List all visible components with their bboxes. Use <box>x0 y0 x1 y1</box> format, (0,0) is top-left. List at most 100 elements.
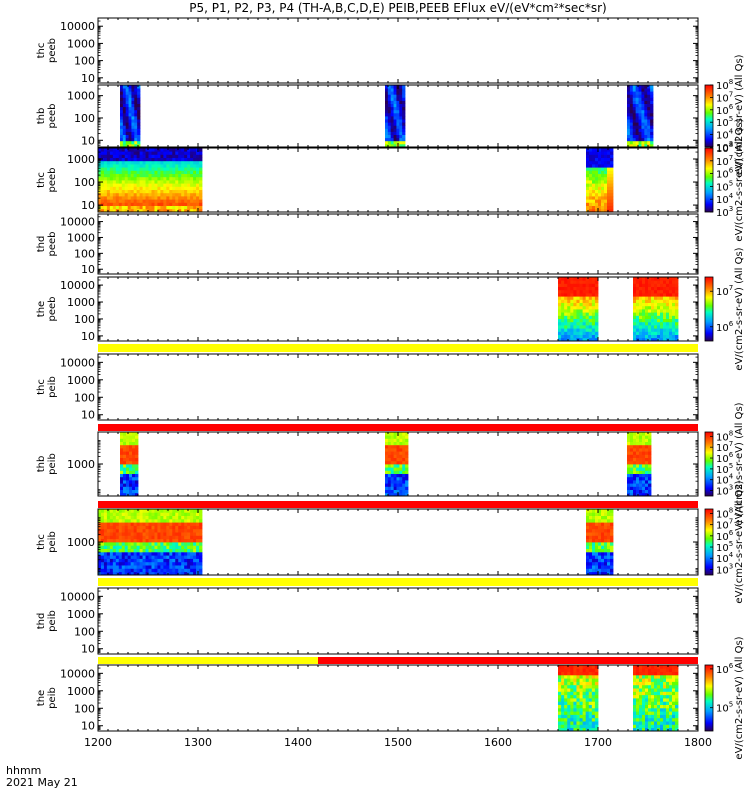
spectrogram-cell <box>627 476 631 481</box>
spectrogram-cell <box>645 438 649 442</box>
spectrogram-cell <box>199 518 203 523</box>
spectrogram-cell <box>647 143 651 148</box>
spectrogram-cell <box>131 140 135 145</box>
spectrogram-cell <box>669 309 673 313</box>
spectrogram-cell <box>132 454 136 458</box>
spectrogram-cell <box>120 91 124 95</box>
spectrogram-cell <box>112 535 117 540</box>
panel-label: peeb <box>47 104 58 129</box>
spectrogram-cell <box>645 492 649 497</box>
spectrogram-cell <box>573 315 577 319</box>
spectrogram-cell <box>669 289 673 294</box>
spectrogram-cell <box>193 551 197 556</box>
spectrogram-cell <box>190 535 194 540</box>
spectrogram-cell <box>585 305 590 310</box>
spectrogram-cell <box>124 157 129 162</box>
spectrogram-cell <box>390 103 394 108</box>
spectrogram-cell <box>142 518 146 523</box>
spectrogram-cell <box>120 140 124 145</box>
spectrogram-cell <box>604 565 608 569</box>
spectrogram-cell <box>650 119 654 123</box>
spectrogram-cell <box>642 309 646 313</box>
spectrogram-cell <box>399 464 403 468</box>
spectrogram-cell <box>199 205 203 210</box>
spectrogram-cell <box>124 528 129 533</box>
spectrogram-cell <box>139 170 143 174</box>
spectrogram-cell <box>396 438 400 442</box>
data-block <box>120 85 141 148</box>
spectrogram-cell <box>160 545 164 549</box>
spectrogram-cell <box>654 280 658 284</box>
spectrogram-cell <box>402 116 406 120</box>
spectrogram-cell <box>629 106 634 111</box>
spectrogram-cell <box>632 143 637 148</box>
spectrogram-cell <box>660 283 664 287</box>
colorbar-tick-exponent: 5 <box>729 540 733 548</box>
spectrogram-cell <box>588 315 593 319</box>
spectrogram-cell <box>169 555 173 559</box>
spectrogram-cell <box>136 568 140 573</box>
spectrogram-cell <box>118 173 123 178</box>
spectrogram-cell <box>567 325 571 329</box>
spectrogram-cell <box>129 486 133 490</box>
spectrogram-cell <box>132 441 136 446</box>
spectrogram-cell <box>130 515 135 520</box>
spectrogram-cell <box>396 91 400 95</box>
spectrogram-cell <box>178 154 182 158</box>
spectrogram-cell <box>169 189 173 194</box>
spectrogram-cell <box>184 202 188 206</box>
spectrogram-cell <box>576 289 580 294</box>
spectrogram-cell <box>396 125 400 129</box>
spectrogram-cell <box>139 532 143 536</box>
spectrogram-cell <box>585 277 590 281</box>
spectrogram-cell <box>629 103 634 108</box>
spectrogram-cell <box>648 305 652 310</box>
spectrogram-cell <box>573 325 577 329</box>
spectrogram-cell <box>595 515 599 520</box>
spectrogram-cell <box>166 170 170 174</box>
spectrogram-cell <box>157 189 161 194</box>
spectrogram-cell <box>385 460 389 465</box>
spectrogram-cell <box>592 154 596 158</box>
spectrogram-cell <box>396 88 400 92</box>
spectrogram-cell <box>154 148 158 152</box>
spectrogram-cell <box>151 192 155 197</box>
spectrogram-cell <box>166 151 170 155</box>
spectrogram-cell <box>601 173 605 178</box>
spectrogram-cell <box>103 568 108 573</box>
spectrogram-cell <box>172 568 176 573</box>
spectrogram-cell <box>187 522 191 526</box>
spectrogram-cell <box>660 280 664 284</box>
spectrogram-cell <box>120 100 124 104</box>
spectrogram-cell <box>636 464 640 468</box>
spectrogram-cell <box>642 289 646 294</box>
spectrogram-cell <box>120 451 124 455</box>
spectrogram-cell <box>610 167 614 171</box>
spectrogram-cell <box>193 561 197 566</box>
spectrogram-cell <box>385 432 389 436</box>
spectrogram-cell <box>190 522 194 526</box>
spectrogram-cell <box>154 199 158 203</box>
spectrogram-cell <box>648 315 652 319</box>
spectrogram-cell <box>592 538 596 543</box>
spectrogram-cell <box>627 143 631 148</box>
spectrogram-cell <box>160 538 164 543</box>
spectrogram-cell <box>588 321 593 326</box>
spectrogram-cell <box>160 196 164 200</box>
spectrogram-cell <box>142 561 146 566</box>
spectrogram-cell <box>636 321 640 326</box>
spectrogram-cell <box>115 528 120 533</box>
spectrogram-cell <box>193 528 197 533</box>
spectrogram-cell <box>178 202 182 206</box>
spectrogram-cell <box>115 568 120 573</box>
spectrogram-cell <box>120 97 124 101</box>
spectrogram-cell <box>385 483 389 487</box>
spectrogram-cell <box>642 441 646 446</box>
spectrogram-cell <box>633 325 637 329</box>
spectrogram-cell <box>127 176 132 181</box>
spectrogram-cell <box>390 112 394 117</box>
spectrogram-cell <box>642 296 646 300</box>
spectrogram-cell <box>160 551 164 556</box>
spectrogram-cell <box>601 208 605 213</box>
